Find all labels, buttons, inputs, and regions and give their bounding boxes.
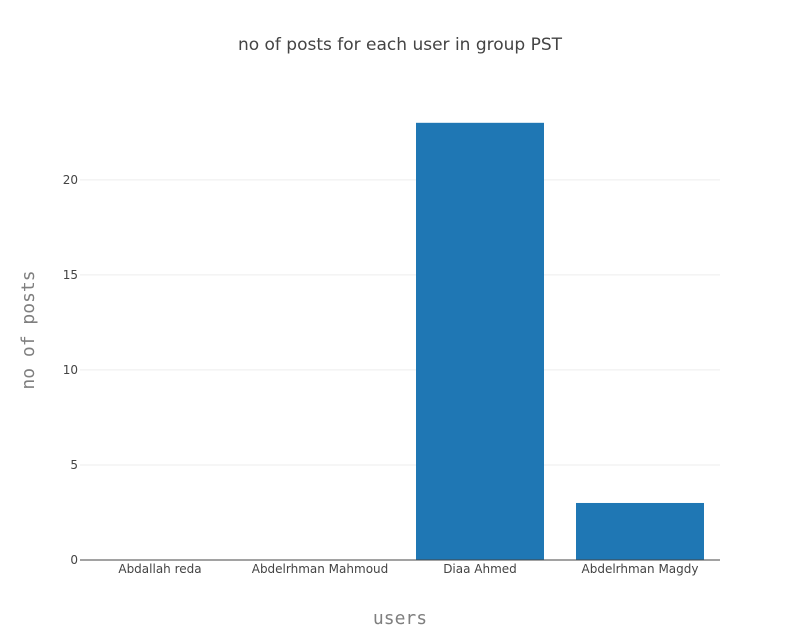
x-tick-label: Abdelrhman Mahmoud <box>252 562 389 576</box>
bar[interactable] <box>416 122 544 561</box>
x-axis-ticks: Abdallah reda Abdelrhman Mahmoud Diaa Ahme… <box>118 562 698 576</box>
y-axis-title: no of posts <box>18 270 39 389</box>
y-tick-label: 0 <box>70 553 78 567</box>
y-tick-label: 5 <box>70 458 78 472</box>
bars <box>416 122 704 561</box>
y-tick-label: 20 <box>63 173 78 187</box>
x-tick-label: Abdallah reda <box>118 562 201 576</box>
bar[interactable] <box>576 502 704 560</box>
chart-title: no of posts for each user in group PST <box>238 35 563 55</box>
gridlines <box>80 179 720 466</box>
y-tick-label: 10 <box>63 363 78 377</box>
x-tick-label: Diaa Ahmed <box>443 562 517 576</box>
y-axis-ticks: 0 5 10 15 20 <box>63 173 78 567</box>
y-tick-label: 15 <box>63 268 78 282</box>
x-axis-title: users <box>373 608 427 629</box>
x-tick-label: Abdelrhman Magdy <box>582 562 699 576</box>
